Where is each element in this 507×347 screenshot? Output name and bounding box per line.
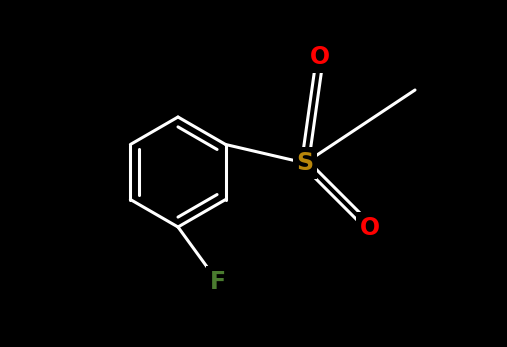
Text: F: F <box>210 270 226 294</box>
Text: O: O <box>360 216 380 240</box>
Text: O: O <box>310 45 330 69</box>
Text: S: S <box>297 151 313 175</box>
